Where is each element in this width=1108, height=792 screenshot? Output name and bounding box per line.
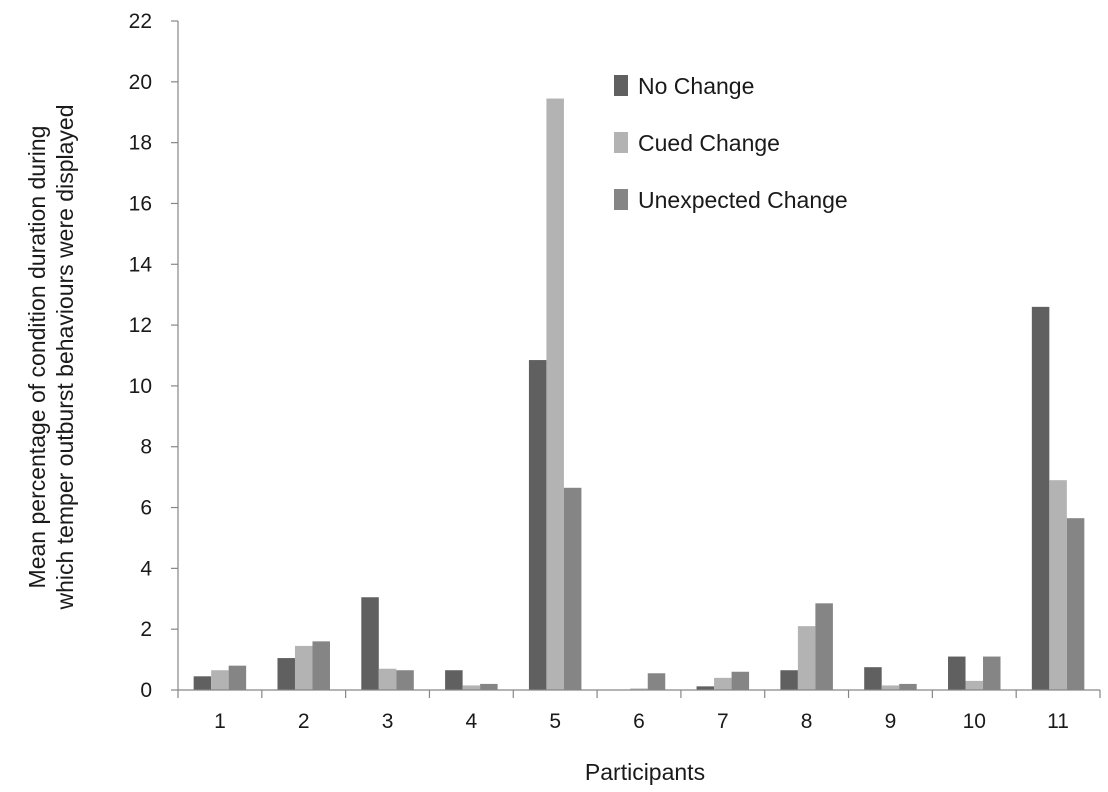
y-tick-label: 14 — [129, 253, 153, 276]
bar — [480, 683, 498, 690]
y-tick-label: 12 — [129, 314, 152, 337]
y-axis-title-line-2: which temper outburst behaviours were di… — [52, 105, 78, 611]
bar — [696, 686, 715, 690]
bar — [983, 656, 1001, 690]
bar — [228, 665, 247, 690]
x-tick-label: 3 — [382, 710, 394, 733]
bar — [396, 670, 414, 690]
bar — [312, 641, 330, 690]
bar — [899, 683, 917, 690]
bar — [211, 670, 229, 690]
bar — [881, 685, 900, 690]
y-tick-label: 0 — [140, 679, 152, 702]
legend-swatch — [614, 132, 628, 153]
bar — [1049, 480, 1067, 690]
bar — [1066, 518, 1085, 690]
bar — [462, 685, 481, 690]
bar — [277, 658, 295, 690]
bar — [563, 487, 582, 690]
bar — [797, 626, 816, 690]
bar — [546, 98, 564, 691]
y-tick-label: 10 — [129, 375, 152, 398]
y-tick-label: 22 — [129, 10, 152, 33]
x-tick-label: 4 — [466, 710, 478, 733]
bar — [378, 668, 397, 690]
x-tick-label: 1 — [214, 710, 226, 733]
bar — [731, 671, 750, 690]
bars-group — [193, 98, 1085, 691]
bar — [528, 360, 547, 690]
x-tick-label: 11 — [1047, 710, 1069, 733]
y-tick-label: 16 — [129, 192, 152, 215]
bar — [445, 670, 463, 690]
legend: No Change Cued Change Unexpected Change — [614, 73, 848, 213]
x-tick-label: 5 — [549, 710, 561, 733]
legend-label: Cued Change — [638, 130, 780, 156]
y-tick-label: 20 — [129, 71, 152, 94]
bar — [965, 680, 984, 690]
x-tick-label: 7 — [717, 710, 729, 733]
x-tick-label: 10 — [963, 710, 986, 733]
bar — [630, 688, 648, 690]
y-axis-title-line-1: Mean percentage of condition duration du… — [24, 126, 50, 589]
x-axis-title: Participants — [585, 759, 705, 785]
bar — [361, 597, 379, 690]
x-tick-label: 6 — [633, 710, 645, 733]
y-tick-label: 18 — [129, 132, 152, 155]
x-tick-label: 9 — [885, 710, 897, 733]
bar — [1031, 306, 1050, 690]
y-tick-label: 6 — [140, 497, 152, 520]
y-tick-label: 2 — [140, 618, 152, 641]
legend-swatch — [614, 75, 628, 96]
y-tick-label: 8 — [140, 436, 152, 459]
bar — [294, 645, 313, 690]
legend-label: No Change — [638, 73, 754, 99]
x-tick-label: 2 — [298, 710, 310, 733]
bar — [714, 677, 732, 690]
x-tick-label: 8 — [801, 710, 813, 733]
bar — [780, 670, 798, 690]
bar — [815, 603, 833, 690]
y-axis-title: Mean percentage of condition duration du… — [24, 105, 78, 611]
bar — [193, 676, 212, 690]
legend-swatch — [614, 189, 628, 210]
bar — [647, 673, 666, 690]
y-tick-label: 4 — [140, 557, 152, 580]
bar — [948, 656, 966, 690]
legend-label: Unexpected Change — [638, 187, 848, 213]
bar — [864, 667, 882, 690]
